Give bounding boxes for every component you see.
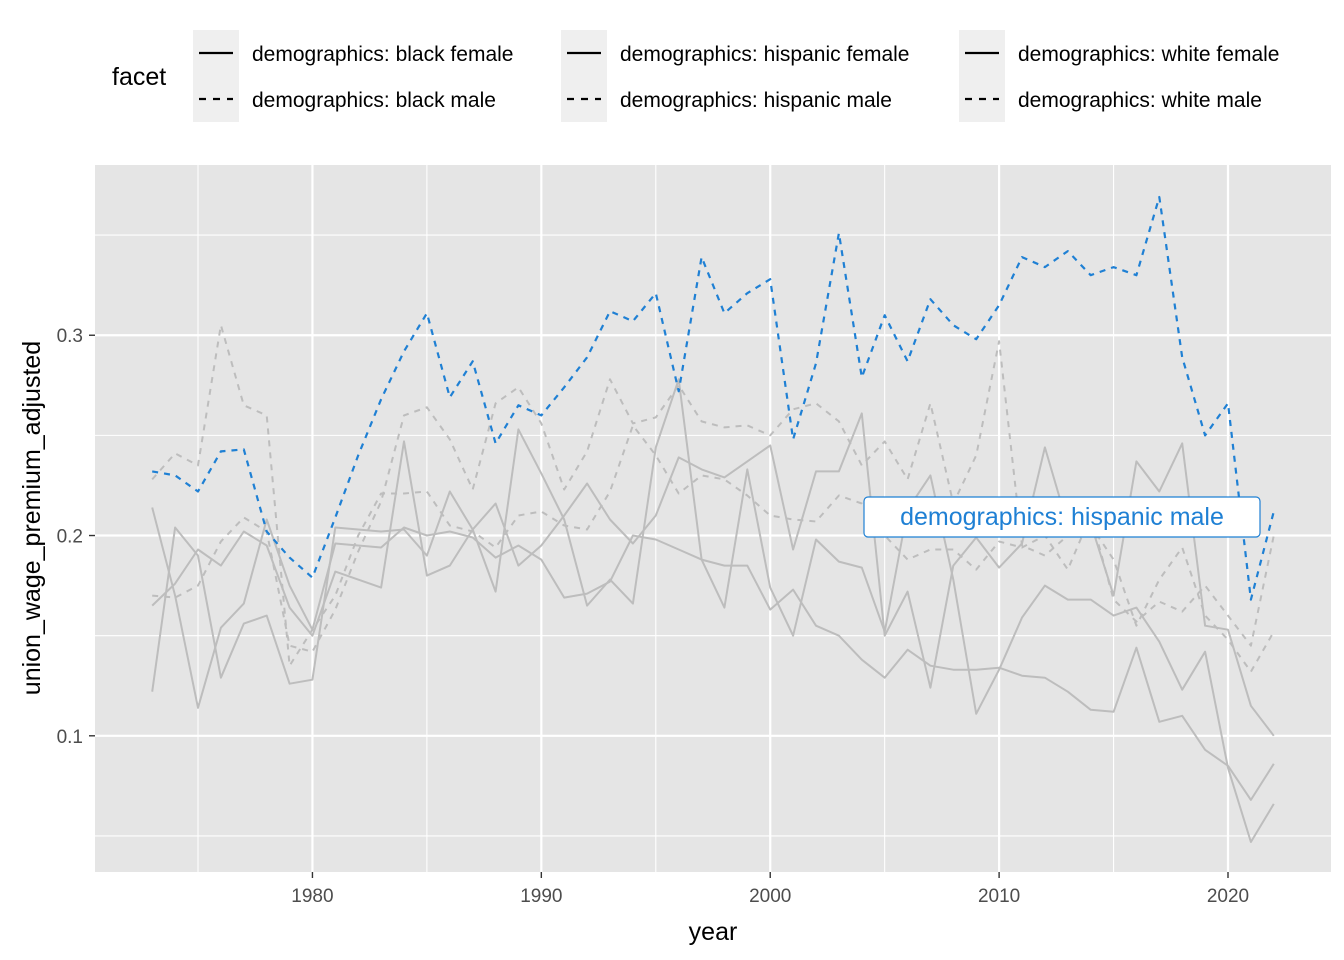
legend-label: demographics: black male (252, 89, 496, 112)
legend-title: facet (112, 63, 166, 91)
y-axis-title: union_wage_premium_adjusted (18, 341, 46, 695)
x-tick-label: 1990 (520, 886, 562, 907)
series-line-hispanic-male (152, 195, 1275, 601)
x-axis: 1980 1990 2000 2010 2020 (291, 872, 1249, 907)
x-tick-label: 1980 (291, 886, 333, 907)
x-tick-label: 2000 (749, 886, 791, 907)
highlight-callout: demographics: hispanic male (863, 496, 1261, 538)
series-line-black-male (152, 340, 1275, 673)
series-line-white-female (151, 378, 1275, 843)
x-tick-label: 2020 (1207, 886, 1249, 907)
x-tick-label: 2010 (978, 886, 1020, 907)
callout-box (863, 496, 1261, 538)
legend-label: demographics: black female (252, 43, 513, 66)
legend-label: demographics: white male (1018, 89, 1262, 112)
legend-label: demographics: hispanic female (620, 43, 910, 66)
legend-label: demographics: white female (1018, 43, 1279, 66)
legend: facet demographics: black femaledemograp… (112, 30, 1279, 122)
y-tick-label: 0.3 (57, 326, 83, 347)
callout-label: demographics: hispanic male (900, 503, 1224, 531)
y-axis: 0.1 0.2 0.3 (57, 326, 95, 748)
y-tick-label: 0.2 (57, 527, 83, 548)
series-line-black-female (151, 507, 1275, 801)
y-tick-label: 0.1 (57, 727, 83, 748)
legend-entries: demographics: black female demographics: … (193, 30, 1279, 122)
legend-label: demographics: hispanic male (620, 89, 892, 112)
x-axis-title: year (689, 918, 738, 946)
